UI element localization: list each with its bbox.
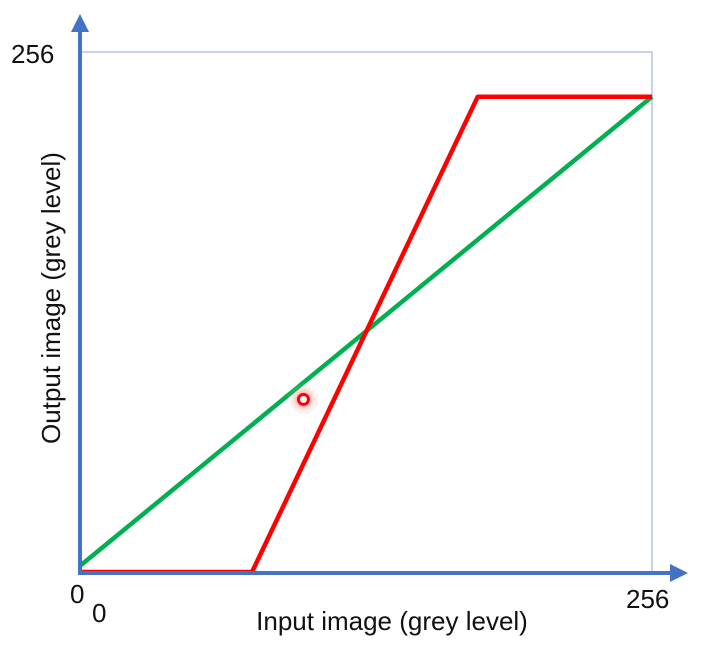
x-axis-title: Input image (grey level) xyxy=(256,606,528,636)
cursor-marker xyxy=(286,382,321,417)
y-tick-label-max: 256 xyxy=(11,39,54,69)
series-layer xyxy=(78,94,654,575)
x-tick-label-zero: 0 xyxy=(92,598,106,628)
x-axis-arrowhead xyxy=(670,564,688,582)
y-tick-label-zero: 0 xyxy=(70,579,84,609)
x-tick-label-max: 256 xyxy=(626,584,669,614)
y-axis-title: Output image (grey level) xyxy=(36,152,66,444)
cursor-ring xyxy=(296,392,310,406)
y-axis-arrowhead xyxy=(71,14,89,32)
